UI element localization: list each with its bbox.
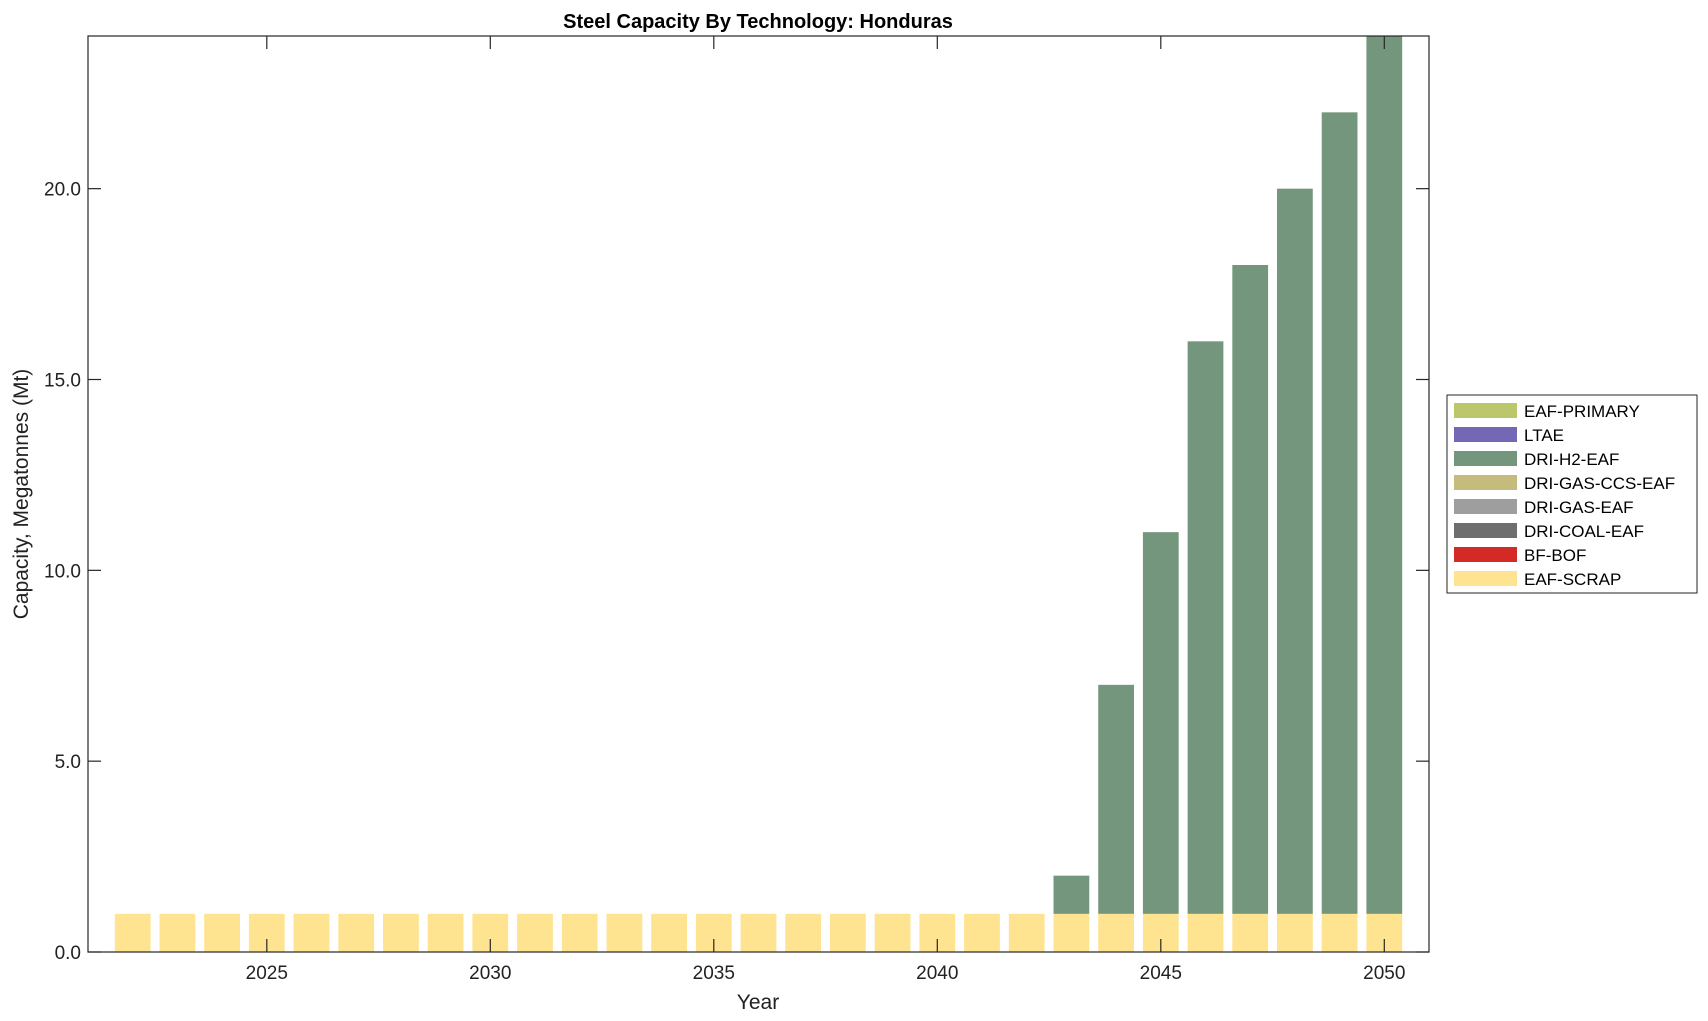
legend-label-dri-coal-eaf: DRI-COAL-EAF — [1524, 522, 1644, 541]
bar-eaf-scrap-2033 — [606, 913, 643, 952]
y-tick-label: 15.0 — [44, 371, 81, 392]
bar-eaf-scrap-2027 — [338, 913, 375, 952]
legend: EAF-PRIMARY LTAE DRI-H2-EAF DRI-GAS-CCS-EAF… — [1446, 394, 1698, 594]
bar-eaf-scrap-2036 — [740, 913, 777, 952]
x-tick-label: 2040 — [916, 963, 958, 984]
legend-swatch-eaf-scrap — [1454, 571, 1517, 586]
y-tick-label: 0.0 — [55, 943, 81, 964]
bar-eaf-scrap-2041 — [964, 913, 1000, 952]
bar-eaf-scrap-2037 — [785, 913, 822, 952]
y-tick-label: 10.0 — [44, 561, 81, 582]
bar-eaf-scrap-2048 — [1277, 913, 1313, 952]
legend-swatch-dri-coal-eaf — [1454, 523, 1517, 538]
y-axis-label: Capacity, Megatonnes (Mt) — [10, 369, 33, 620]
bar-eaf-scrap-2028 — [383, 913, 419, 952]
legend-label-dri-gas-eaf: DRI-GAS-EAF — [1524, 498, 1634, 517]
bar-eaf-scrap-2044 — [1098, 913, 1134, 952]
bar-eaf-scrap-2029 — [427, 913, 464, 952]
y-tick-label: 20.0 — [44, 180, 81, 201]
bar-dri-h2-eaf-2047 — [1232, 265, 1269, 914]
bar-dri-h2-eaf-2043 — [1053, 875, 1090, 914]
legend-label-ltae: LTAE — [1524, 426, 1564, 445]
legend-label-dri-gas-ccs-eaf: DRI-GAS-CCS-EAF — [1524, 474, 1675, 493]
legend-label-dri-h2-eaf: DRI-H2-EAF — [1524, 450, 1619, 469]
bar-eaf-scrap-2043 — [1053, 913, 1090, 952]
legend-label-eaf-primary: EAF-PRIMARY — [1524, 402, 1640, 421]
bar-eaf-scrap-2049 — [1321, 913, 1358, 952]
bar-dri-h2-eaf-2045 — [1142, 532, 1179, 914]
x-axis-label: Year — [737, 991, 779, 1014]
bar-dri-h2-eaf-2044 — [1098, 684, 1134, 914]
bar-eaf-scrap-2026 — [293, 913, 330, 952]
legend-swatch-ltae — [1454, 427, 1517, 442]
legend-label-eaf-scrap: EAF-SCRAP — [1524, 570, 1621, 589]
legend-swatch-dri-gas-ccs-eaf — [1454, 475, 1517, 490]
bar-eaf-scrap-2024 — [204, 913, 240, 952]
bar-eaf-scrap-2032 — [561, 913, 598, 952]
legend-swatch-eaf-primary — [1454, 403, 1517, 418]
bar-dri-h2-eaf-2049 — [1321, 112, 1358, 914]
bars-layer — [114, 36, 1403, 952]
x-tick-label: 2030 — [469, 963, 511, 984]
bar-dri-h2-eaf-2048 — [1277, 188, 1313, 914]
bar-eaf-scrap-2046 — [1187, 913, 1224, 952]
legend-swatch-bf-bof — [1454, 547, 1517, 562]
bar-eaf-scrap-2042 — [1008, 913, 1045, 952]
bar-eaf-scrap-2022 — [114, 913, 151, 952]
bar-eaf-scrap-2039 — [874, 913, 911, 952]
chart-title: Steel Capacity By Technology: Honduras — [563, 11, 953, 33]
bar-eaf-scrap-2031 — [517, 913, 553, 952]
bar-eaf-scrap-2038 — [830, 913, 866, 952]
bar-eaf-scrap-2034 — [651, 913, 687, 952]
x-tick-label: 2045 — [1140, 963, 1182, 984]
x-tick-label: 2050 — [1363, 963, 1405, 984]
legend-swatch-dri-h2-eaf — [1454, 451, 1517, 466]
plot-frame — [87, 35, 1430, 953]
bar-dri-h2-eaf-2046 — [1187, 341, 1224, 914]
bar-dri-h2-eaf-2050 — [1366, 36, 1403, 914]
legend-label-bf-bof: BF-BOF — [1524, 546, 1586, 565]
y-tick-label: 5.0 — [55, 752, 81, 773]
x-tick-label: 2035 — [693, 963, 735, 984]
bar-eaf-scrap-2023 — [159, 913, 196, 952]
axis-ticks: 2025 2030 2035 2040 2045 2050 0.0 5.0 10.0 15.0 20… — [44, 36, 1429, 984]
bar-eaf-scrap-2047 — [1232, 913, 1269, 952]
legend-swatch-dri-gas-eaf — [1454, 499, 1517, 514]
x-tick-label: 2025 — [246, 963, 288, 984]
